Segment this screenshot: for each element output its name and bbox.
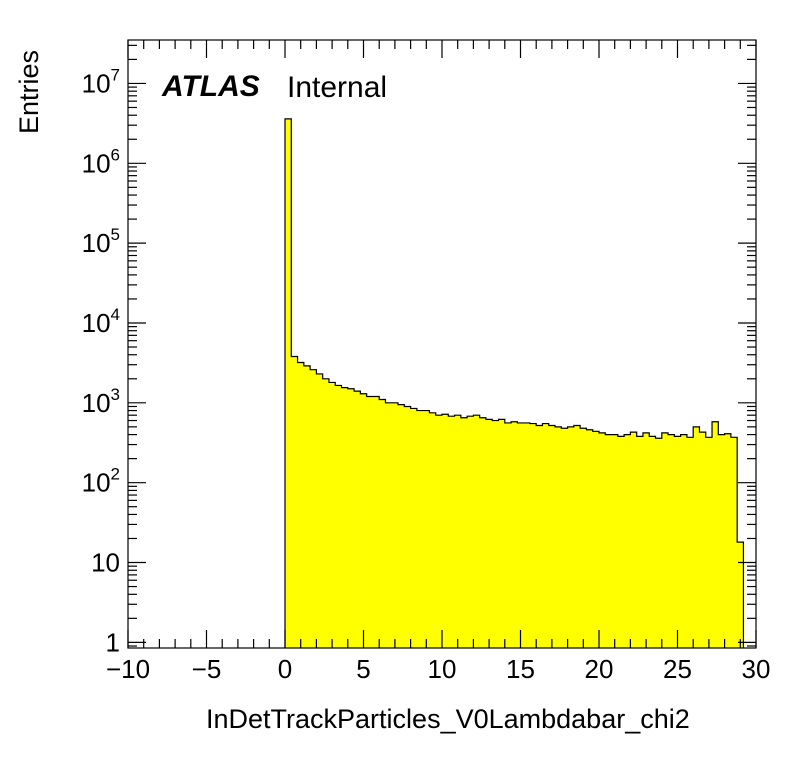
y-tick-label: 107 (82, 65, 120, 98)
histogram-bin (561, 428, 568, 648)
histogram-bin (611, 434, 619, 648)
histogram-bin (467, 416, 474, 648)
histogram-bin (580, 428, 587, 648)
histogram-bin (548, 425, 556, 648)
histogram-bin (473, 415, 480, 648)
histogram-bin (372, 396, 380, 648)
histogram-bin (303, 365, 311, 648)
histogram-bin (511, 421, 518, 648)
x-tick-label: −10 (106, 654, 150, 684)
y-axis-title: Entries (14, 49, 44, 134)
histogram-bin (429, 412, 437, 648)
histogram-bin (485, 419, 493, 648)
y-tick-label: 106 (82, 145, 120, 178)
y-tick-label: 1 (106, 627, 120, 657)
histogram-bin (517, 422, 524, 648)
x-axis-title: InDetTrackParticles_V0Lambdabar_chi2 (206, 704, 690, 734)
histogram-bin (555, 426, 562, 648)
histogram-bin (686, 437, 694, 648)
histogram-bin (523, 422, 531, 648)
y-tick-label: 105 (82, 225, 120, 258)
histogram-bin (435, 415, 443, 648)
histogram-bin (360, 393, 367, 648)
histogram-bin (599, 432, 606, 648)
histogram-bin (322, 378, 330, 648)
histogram-bin (442, 414, 449, 648)
histogram-bin (316, 373, 323, 648)
x-tick-label: 10 (428, 654, 457, 684)
histogram-bin (624, 434, 631, 648)
y-tick-label: 104 (82, 305, 120, 338)
histogram-bin (385, 402, 393, 648)
histogram-bin (592, 431, 600, 648)
histogram-bin (366, 396, 374, 648)
histogram-bin (529, 423, 537, 648)
histogram-bin (699, 432, 707, 648)
histogram-bin (536, 425, 543, 648)
histogram-bin (567, 426, 575, 648)
x-tick-label: 30 (742, 654, 771, 684)
histogram-bin (573, 425, 581, 648)
histogram-bin (454, 415, 462, 648)
histogram-bin (661, 432, 669, 648)
histogram-bin (341, 387, 349, 648)
x-tick-label: 0 (278, 654, 292, 684)
histogram-bin (460, 417, 468, 648)
histogram-bin (705, 437, 713, 648)
histogram-bin (649, 436, 656, 648)
histogram-bin (391, 402, 399, 648)
histogram-bin (737, 542, 744, 648)
histogram-bin (504, 422, 512, 648)
histogram-bin (310, 369, 317, 648)
histogram-bin (379, 399, 386, 648)
histogram-bin (285, 118, 292, 649)
histogram-bin (291, 356, 298, 648)
histogram-bin (674, 436, 681, 648)
histogram-bin (586, 429, 594, 648)
histogram-bin (730, 437, 738, 648)
histogram-bin (354, 391, 361, 648)
histogram-bin (655, 438, 663, 648)
histogram-bin (410, 408, 418, 648)
histogram-bin (398, 404, 405, 648)
tick-labels: −10 −5 0 5 10 15 20 25 30 1 10 102 103 104 105 106 107 (82, 65, 771, 684)
x-tick-label: 25 (663, 654, 692, 684)
y-tick-label: 103 (82, 385, 120, 418)
y-tick-label: 102 (82, 465, 120, 498)
histogram-bars (284, 118, 745, 649)
histogram-outline (284, 118, 745, 648)
internal-label: Internal (287, 71, 388, 104)
histogram-bin (605, 434, 612, 648)
atlas-label: ATLAS (162, 70, 260, 103)
histogram-bin (630, 432, 637, 648)
histogram-bin (335, 385, 342, 648)
histogram-bin (542, 423, 550, 648)
histogram-bin (498, 419, 506, 648)
histogram-bin (718, 434, 725, 648)
histogram-bin (404, 406, 411, 648)
x-tick-label: −5 (192, 654, 222, 684)
histogram-bin (693, 426, 700, 648)
histogram-bin (423, 410, 430, 648)
axis-ticks (127, 40, 757, 648)
histogram-bin (328, 382, 336, 648)
histogram-bin (297, 362, 305, 648)
histogram-bin (479, 417, 487, 648)
x-tick-label: 20 (585, 654, 614, 684)
histogram-bin (347, 388, 355, 648)
histogram-bin (448, 416, 455, 648)
histogram-bin (680, 434, 688, 648)
histogram-bin (724, 433, 732, 648)
histogram-bin (636, 436, 644, 648)
x-tick-label: 15 (506, 654, 535, 684)
histogram-bin (642, 432, 650, 648)
histogram-bin (617, 436, 625, 648)
x-tick-label: 5 (356, 654, 370, 684)
histogram-bin (668, 434, 675, 648)
y-tick-label: 10 (91, 548, 120, 578)
histogram-bin (416, 410, 424, 648)
histogram-bin (712, 421, 719, 648)
histogram-bin (492, 420, 499, 648)
